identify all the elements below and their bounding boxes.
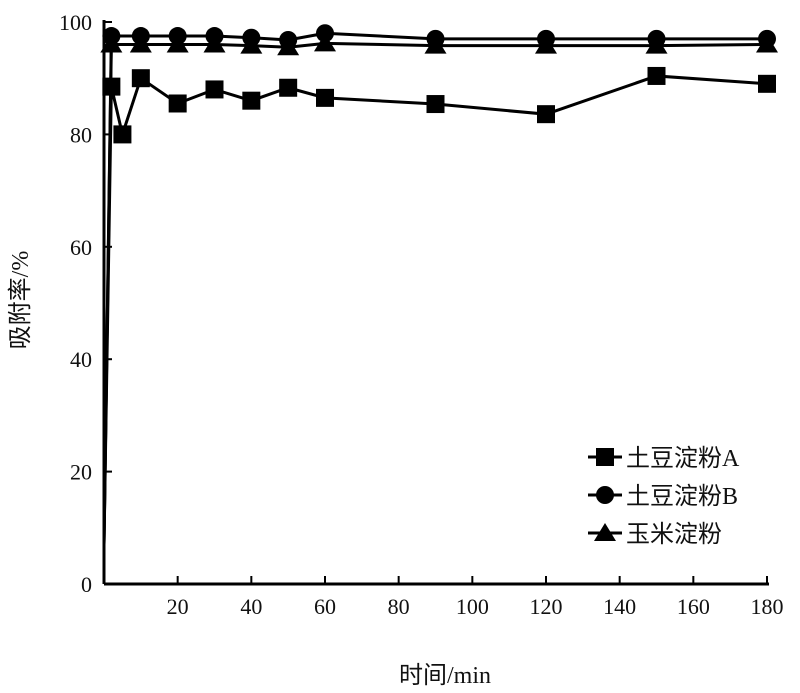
square-marker bbox=[168, 94, 187, 113]
triangle-marker bbox=[203, 34, 226, 53]
square-marker bbox=[537, 105, 555, 124]
square-marker bbox=[596, 448, 614, 466]
legend-label: 玉米淀粉 bbox=[626, 521, 722, 548]
y-tick-label: 100 bbox=[59, 10, 92, 35]
triangle-marker bbox=[100, 34, 123, 53]
x-tick-label: 40 bbox=[240, 594, 262, 619]
triangle-marker bbox=[535, 35, 557, 54]
y-tick-label: 0 bbox=[81, 572, 92, 597]
triangle-marker bbox=[756, 34, 778, 53]
x-tick-label: 80 bbox=[388, 594, 410, 619]
y-tick-label: 40 bbox=[70, 347, 92, 372]
triangle-marker bbox=[240, 35, 263, 54]
circle-marker bbox=[316, 24, 334, 43]
legend-item: 玉米淀粉 bbox=[588, 521, 722, 548]
axes: 20 40 60 80 100 120 140 160 180 0 20 40 60 80 100 bbox=[59, 10, 784, 619]
triangle-marker bbox=[277, 37, 300, 56]
triangle-marker bbox=[166, 34, 189, 53]
triangle-marker bbox=[645, 35, 668, 54]
x-tick-label: 60 bbox=[314, 594, 336, 619]
x-tick-label: 140 bbox=[603, 594, 636, 619]
legend-label: 土豆淀粉A bbox=[626, 445, 740, 472]
x-tick-label: 180 bbox=[751, 594, 784, 619]
series-line bbox=[102, 74, 768, 545]
square-marker bbox=[131, 69, 150, 88]
triangle-marker bbox=[314, 33, 336, 52]
triangle-marker bbox=[129, 34, 152, 53]
circle-marker bbox=[596, 486, 614, 504]
square-marker bbox=[647, 66, 666, 85]
x-tick-label: 160 bbox=[677, 594, 710, 619]
legend: 土豆淀粉A 土豆淀粉B 玉米淀粉 bbox=[588, 445, 740, 548]
x-tick-label: 100 bbox=[456, 594, 489, 619]
series-layer bbox=[100, 24, 778, 545]
x-tick-label: 20 bbox=[167, 594, 189, 619]
y-tick-label: 60 bbox=[70, 235, 92, 260]
square-marker bbox=[279, 78, 298, 97]
x-tick-label: 120 bbox=[530, 594, 563, 619]
legend-item: 土豆淀粉A bbox=[588, 445, 740, 472]
square-marker bbox=[113, 125, 132, 144]
square-marker bbox=[205, 80, 224, 99]
y-tick-label: 80 bbox=[70, 122, 92, 147]
square-marker bbox=[758, 74, 776, 93]
triangle-marker bbox=[594, 523, 616, 541]
series-square bbox=[102, 66, 776, 545]
square-marker bbox=[426, 95, 445, 114]
square-marker bbox=[242, 91, 261, 110]
triangle-marker bbox=[424, 35, 447, 54]
legend-label: 土豆淀粉B bbox=[626, 483, 738, 510]
y-tick-label: 20 bbox=[70, 460, 92, 485]
y-axis-title: 吸附率/% bbox=[7, 251, 34, 350]
x-axis-title: 时间/min bbox=[399, 662, 491, 689]
legend-item: 土豆淀粉B bbox=[588, 483, 738, 510]
series-triangle bbox=[100, 33, 778, 545]
square-marker bbox=[316, 88, 334, 107]
